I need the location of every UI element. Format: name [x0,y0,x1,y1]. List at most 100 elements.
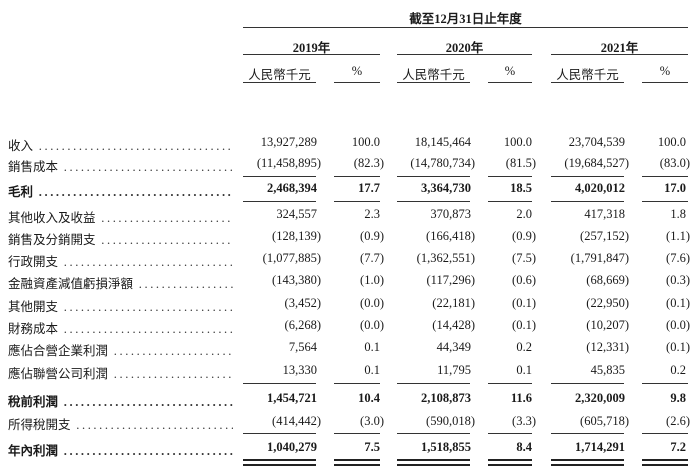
subtotal-rule [642,176,688,177]
amount-cell: (143,380) [272,273,321,287]
period-header: 截至12月31日止年度 [409,12,522,26]
row-label: 其他收入及收益 ................................… [8,207,233,226]
subtotal-rule [488,383,532,384]
double-total-rule [551,459,624,466]
amount-cell: 44,349 [436,340,471,354]
percent-cell: 7.5 [364,440,380,454]
percent-cell: (0.1) [666,340,690,354]
leader-dots: ........................................ [38,185,233,199]
row-label-text: 行政開支 [8,255,59,269]
double-total-rule [642,459,688,466]
percent-cell: (0.9) [512,229,536,243]
subtotal-rule [243,433,316,434]
leader-dots: ........................................ [63,160,233,174]
row-label-text: 其他收入及收益 [8,211,96,225]
amount-cell: 417,318 [584,207,625,221]
percent-cell: 17.7 [358,181,380,195]
percent-cell: 0.2 [516,340,532,354]
subtotal-rule [397,433,470,434]
header-rule [243,27,688,28]
percent-cell: 0.1 [364,363,380,377]
amount-cell: (1,362,551) [416,251,475,265]
leader-dots: ........................................ [113,367,233,381]
percent-cell: (0.6) [512,273,536,287]
amount-cell: 2,108,873 [421,391,471,405]
amount-cell: 2,320,009 [575,391,625,405]
amount-cell: (6,268) [284,318,321,332]
amount-cell: 13,927,289 [260,135,317,149]
subtotal-rule [334,383,380,384]
percent-cell: 8.4 [516,440,532,454]
amount-cell: (1,791,847) [570,251,629,265]
amount-cell: (19,684,527) [564,156,629,170]
leader-dots: ........................................ [63,255,233,269]
row-label-text: 應佔聯營公司利潤 [8,367,109,381]
leader-dots: ........................................ [63,444,233,458]
percent-cell: 7.2 [670,440,686,454]
percent-unit-header: % [659,64,671,78]
subtotal-rule [243,383,316,384]
unit-rule [642,82,688,83]
unit-rule [243,82,316,83]
amount-cell: 18,145,464 [414,135,471,149]
amount-cell: (68,669) [586,273,629,287]
amount-cell: 7,564 [288,340,317,354]
row-label: 金融資產減值虧損淨額 .............................… [8,273,233,292]
subtotal-rule [397,176,470,177]
subtotal-rule [642,383,688,384]
percent-cell: (0.1) [512,296,536,310]
percent-cell: 11.6 [510,391,532,405]
amount-cell: (414,442) [272,414,321,428]
year-rule [397,54,532,55]
amount-cell: (22,950) [586,296,629,310]
subtotal-rule [397,201,470,202]
year-header: 2021年 [600,41,639,55]
amount-cell: 3,364,730 [421,181,471,195]
amount-cell: (257,152) [580,229,629,243]
percent-cell: 2.0 [516,207,532,221]
amount-cell: (12,331) [586,340,629,354]
subtotal-rule [488,176,532,177]
row-label: 銷售及分銷開支 ................................… [8,229,233,248]
subtotal-rule [488,201,532,202]
amount-unit-header: 人民幣千元 [556,68,619,82]
row-label-text: 所得稅開支 [8,418,71,432]
percent-cell: 0.1 [516,363,532,377]
row-label: 財務成本 ...................................… [8,318,233,337]
percent-cell: 0.2 [670,363,686,377]
leader-dots: ........................................ [76,418,233,432]
row-label-text: 其他開支 [8,300,59,314]
amount-cell: (605,718) [580,414,629,428]
row-label-text: 銷售及分銷開支 [8,233,96,247]
amount-cell: 11,795 [437,363,471,377]
amount-cell: (11,458,895) [256,156,321,170]
percent-cell: (1.1) [666,229,690,243]
row-label-text: 年內利潤 [8,444,59,458]
amount-cell: (1,077,885) [262,251,321,265]
amount-cell: (10,207) [586,318,629,332]
percent-cell: (0.3) [666,273,690,287]
year-rule [551,54,688,55]
row-label-text: 毛利 [8,185,34,199]
subtotal-rule [551,176,624,177]
subtotal-rule [334,201,380,202]
row-label-text: 財務成本 [8,322,59,336]
unit-rule [488,82,532,83]
row-label: 稅前利潤 ...................................… [8,391,233,410]
unit-rule [397,82,470,83]
subtotal-rule [551,433,624,434]
amount-cell: (128,139) [272,229,321,243]
row-label-text: 收入 [8,139,34,153]
amount-cell: (14,780,734) [410,156,475,170]
row-label-text: 稅前利潤 [8,395,59,409]
amount-cell: 324,557 [276,207,317,221]
year-rule [243,54,380,55]
percent-cell: (0.9) [360,229,384,243]
amount-cell: 1,518,855 [421,440,471,454]
leader-dots: ........................................ [101,233,233,247]
subtotal-rule [551,383,624,384]
subtotal-rule [243,201,316,202]
year-header: 2020年 [445,41,484,55]
subtotal-rule [334,433,380,434]
